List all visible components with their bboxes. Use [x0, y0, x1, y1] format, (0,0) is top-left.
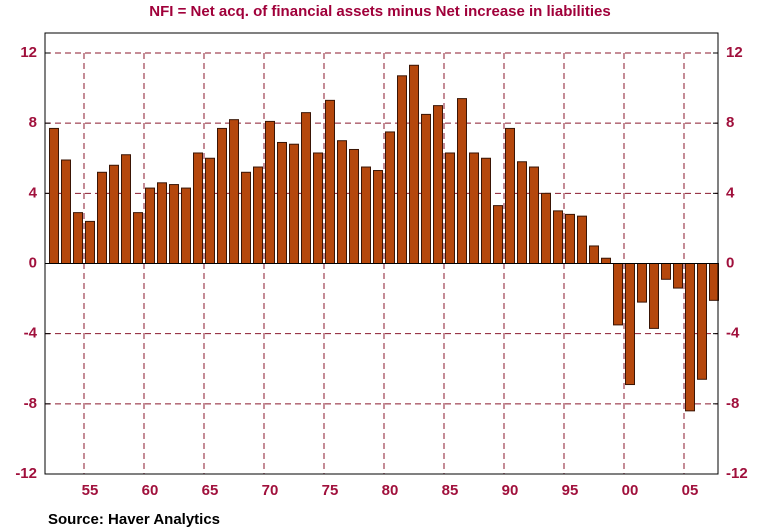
x-tick-label: 70 [262, 482, 279, 499]
bar [73, 212, 83, 264]
bar [493, 205, 503, 265]
y-tick-label: -8 [24, 395, 37, 412]
x-tick-label: 65 [202, 482, 219, 499]
bar [541, 192, 551, 264]
x-tick-label: 05 [682, 482, 699, 499]
y-tick-label: 12 [20, 44, 37, 61]
bar [457, 98, 467, 264]
bar [409, 64, 419, 265]
bar [661, 263, 671, 280]
bar [85, 220, 95, 264]
bar [313, 152, 323, 264]
y-tick-label: -12 [15, 465, 37, 482]
bar [169, 184, 179, 264]
x-tick-label: 90 [502, 482, 519, 499]
bar [373, 170, 383, 264]
bar [277, 141, 287, 264]
bar [397, 75, 407, 264]
bar [229, 119, 239, 264]
x-tick-label: 60 [142, 482, 159, 499]
bar [625, 263, 635, 386]
bar [649, 263, 659, 329]
y-tick-label: 0 [29, 254, 37, 271]
bar [325, 99, 335, 264]
bar [589, 245, 599, 264]
bar [637, 263, 647, 303]
bar [61, 159, 71, 264]
y2-tick-label: 12 [726, 44, 743, 61]
y-tick-label: -4 [24, 325, 38, 342]
bar [265, 120, 275, 264]
y-tick-label: 8 [29, 114, 37, 131]
bar [157, 182, 167, 264]
bar [385, 131, 395, 264]
x-tick-label: 55 [82, 482, 99, 499]
bar [517, 161, 527, 264]
bar [349, 148, 359, 265]
y-tick-label: 4 [29, 184, 38, 201]
y2-tick-label: 8 [726, 114, 734, 131]
x-tick-label: 75 [322, 482, 339, 499]
bar [433, 105, 443, 264]
bar [553, 210, 563, 264]
bar [565, 213, 575, 264]
x-tick-label: 80 [382, 482, 399, 499]
bar [613, 263, 623, 326]
bar [361, 166, 371, 264]
bar [121, 154, 131, 264]
bar [289, 143, 299, 264]
x-tick-label: 85 [442, 482, 459, 499]
bar [301, 112, 311, 265]
bar [97, 171, 107, 265]
bar [445, 152, 455, 264]
bar [697, 263, 707, 380]
bar [421, 113, 431, 265]
bar [601, 257, 611, 264]
bar [205, 157, 215, 264]
bar [253, 166, 263, 264]
bar [709, 263, 719, 301]
bar [469, 152, 479, 264]
bar [505, 127, 515, 264]
bar [685, 263, 695, 412]
bar [49, 127, 59, 264]
bar [181, 187, 191, 264]
y2-tick-label: -8 [726, 395, 739, 412]
bar [109, 164, 119, 264]
bar [217, 127, 227, 264]
source: Source: Haver Analytics [48, 511, 220, 528]
bar [133, 212, 143, 264]
bar [241, 171, 251, 265]
bar [577, 215, 587, 264]
bar [529, 166, 539, 264]
y2-tick-label: 0 [726, 254, 734, 271]
bar [145, 187, 155, 264]
x-tick-label: 95 [562, 482, 579, 499]
y2-tick-label: -4 [726, 325, 740, 342]
x-tick-label: 00 [622, 482, 639, 499]
chart-title: NFI = Net acq. of financial assets minus… [149, 3, 610, 20]
y2-tick-label: -12 [726, 465, 748, 482]
y2-tick-label: 4 [726, 184, 735, 201]
plot-frame [44, 32, 719, 475]
bar [673, 263, 683, 289]
bar [193, 152, 203, 264]
bar [337, 140, 347, 264]
bar [481, 157, 491, 264]
